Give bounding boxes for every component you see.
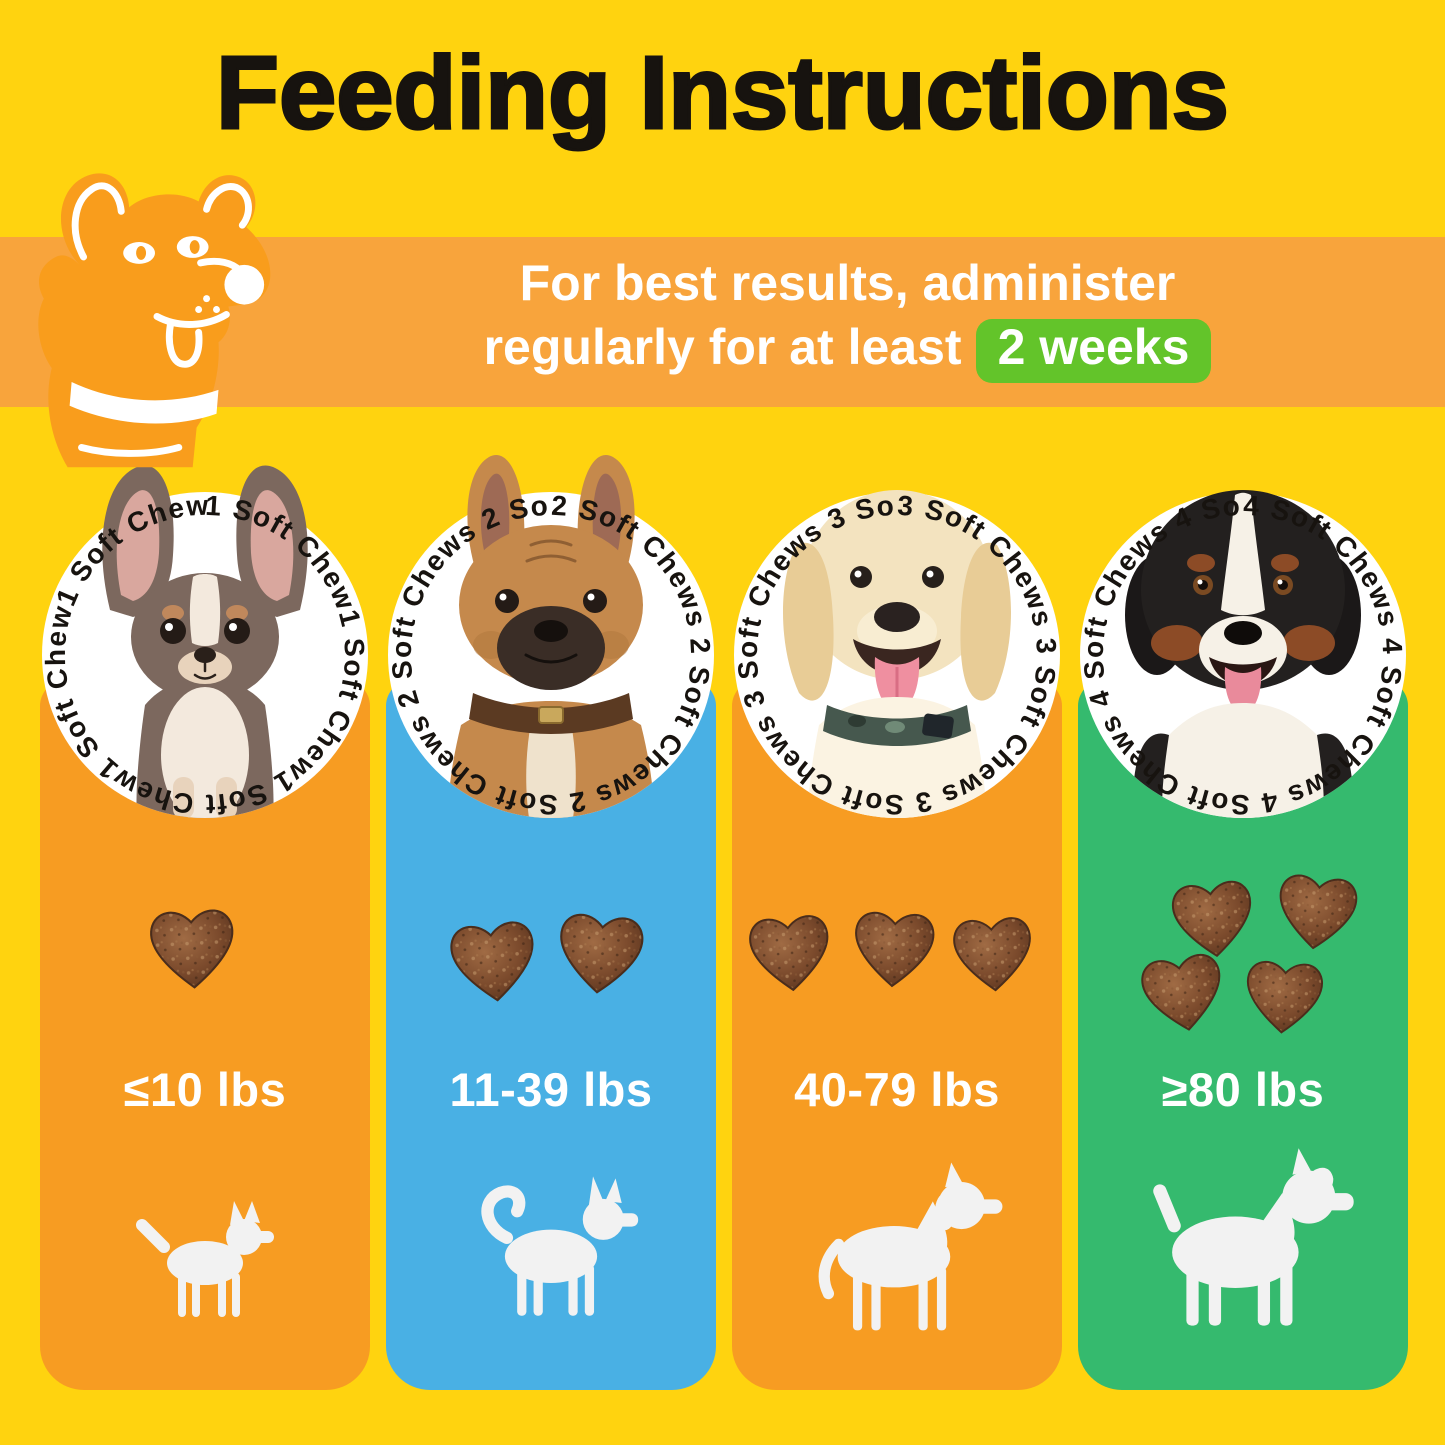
chihuahua-illustration [102, 465, 308, 818]
sketch-dog-icon [38, 173, 271, 468]
dose-circle-small: 1 Soft Chew1 Soft Chew1 Soft Chew1 Soft … [35, 405, 369, 820]
bernese-mountain-dog-illustration [1125, 490, 1361, 818]
soft-chew-icon [953, 917, 1031, 992]
soft-chew-icon [1279, 874, 1358, 950]
advice-banner: For best results, administer regularly f… [0, 237, 1445, 407]
soft-chew-icon [1246, 960, 1323, 1034]
dog-silhouette-xlarge-icon [1153, 1148, 1354, 1326]
soft-chew-icon [150, 909, 234, 989]
weight-range-label: ≥80 lbs [1161, 1063, 1325, 1116]
soft-chew-icon [749, 915, 829, 992]
weight-range-label: 11-39 lbs [449, 1063, 653, 1116]
dog-silhouette-big-icon [818, 1162, 1003, 1331]
dog-silhouette-medium-icon [481, 1176, 639, 1316]
dose-circle-large: 3 Soft Chews 3 Soft Chews 3 Soft Chews 3… [727, 405, 1061, 820]
banner-line2: regularly for at least [483, 319, 962, 375]
dose-circle-xlarge: 4 Soft Chews 4 Soft Chews 4 Soft Chews 4… [1073, 405, 1407, 820]
size-column-xlarge: 4 Soft Chews 4 Soft Chews 4 Soft Chews 4… [1073, 405, 1408, 1390]
weight-range-label: ≤10 lbs [123, 1063, 287, 1116]
duration-badge: 2 weeks [975, 319, 1212, 383]
size-column-large: 3 Soft Chews 3 Soft Chews 3 Soft Chews 3… [727, 405, 1062, 1390]
size-column-medium: 2 Soft Chews 2 Soft Chews 2 Soft Chews 2… [381, 405, 716, 1390]
soft-chew-icon [1141, 953, 1221, 1031]
golden-retriever-illustration [783, 490, 1011, 818]
soft-chew-icon [450, 921, 534, 1002]
page-title: Feeding Instructions [215, 34, 1231, 152]
banner-line1: For best results, administer [519, 255, 1176, 311]
weight-range-label: 40-79 lbs [794, 1063, 1000, 1116]
dog-silhouette-small-icon [136, 1201, 274, 1317]
dose-circle-medium: 2 Soft Chews 2 Soft Chews 2 Soft Chews 2… [381, 405, 715, 820]
soft-chew-icon [1172, 880, 1251, 958]
french-bulldog-illustration [448, 455, 654, 818]
advice-banner-text: For best results, administer regularly f… [295, 251, 1400, 383]
size-column-small: 1 Soft Chew1 Soft Chew1 Soft Chew1 Soft … [35, 405, 370, 1390]
soft-chew-icon [855, 911, 935, 988]
soft-chew-icon [560, 913, 644, 994]
